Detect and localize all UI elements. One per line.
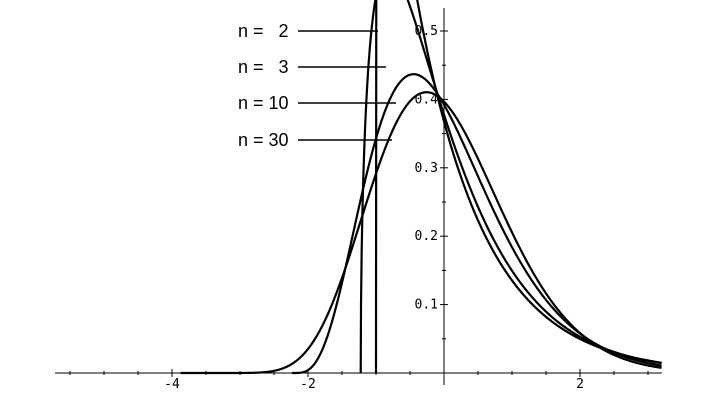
series-line-n-10	[291, 73, 663, 375]
curves	[179, 0, 663, 375]
y-tick-label: 0.2	[415, 229, 438, 244]
series-line-n-30	[179, 91, 663, 375]
y-tick-label: 0.5	[415, 24, 438, 39]
y-tick-label: 0.3	[415, 161, 438, 176]
legend: n = 2 n = 3 n = 10 n = 30	[238, 21, 396, 150]
x-tick-label: 2	[576, 377, 584, 392]
legend-label-n-30: n = 30	[238, 130, 289, 150]
x-tick-label: -4	[164, 377, 180, 392]
y-tick-label: 0.4	[415, 92, 439, 107]
ticks: -4 -2 2 0.1 0.2 0.3 0.4 0.5	[69, 24, 649, 392]
legend-label-n-10: n = 10	[238, 93, 289, 113]
series-line-n-2	[374, 0, 663, 374]
y-tick-label: 0.1	[415, 298, 438, 313]
series-line-n-3	[359, 0, 663, 374]
legend-label-n-2: n = 2	[238, 21, 289, 41]
legend-label-n-3: n = 3	[238, 57, 289, 77]
axes	[55, 8, 662, 385]
x-tick-label: -2	[300, 377, 316, 392]
